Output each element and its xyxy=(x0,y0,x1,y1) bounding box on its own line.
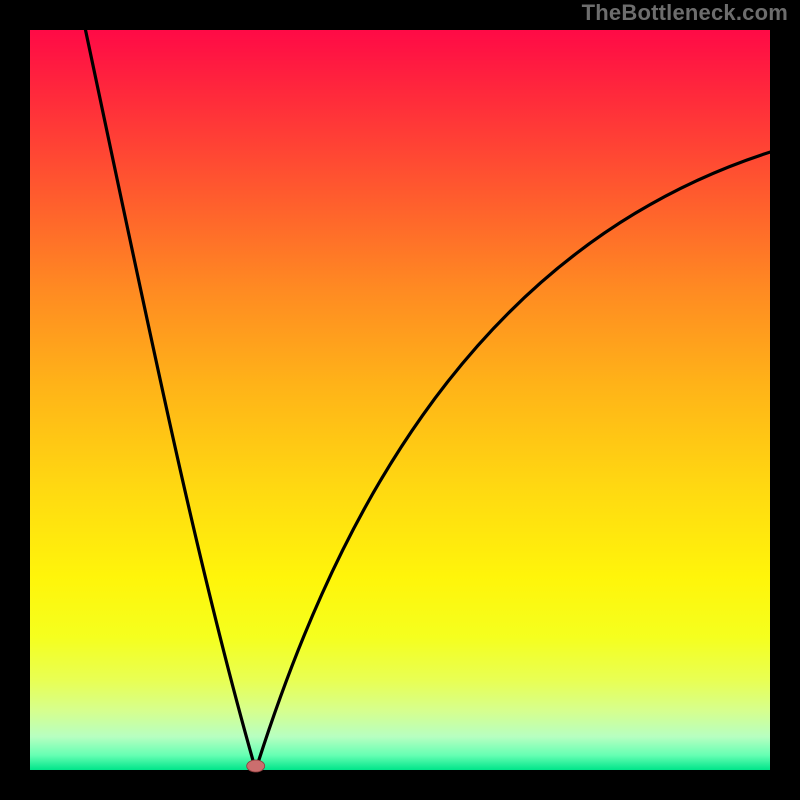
plot-area xyxy=(30,30,770,770)
bottleneck-curve-chart xyxy=(0,0,800,800)
watermark-text: TheBottleneck.com xyxy=(582,0,788,26)
optimal-point-marker xyxy=(247,760,265,772)
chart-container: TheBottleneck.com xyxy=(0,0,800,800)
